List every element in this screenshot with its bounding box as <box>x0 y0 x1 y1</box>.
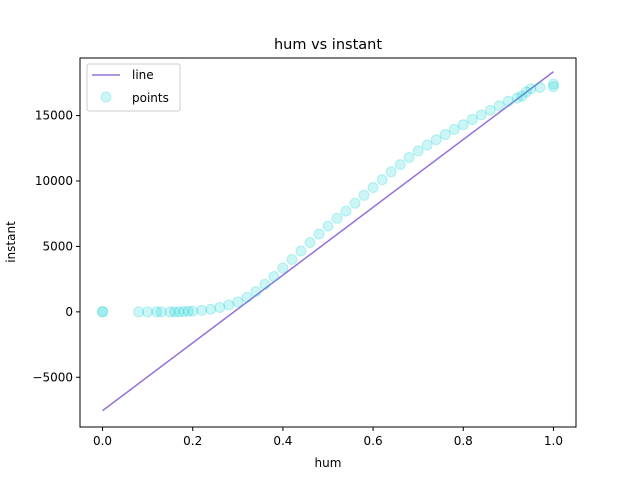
scatter-point <box>367 182 379 194</box>
scatter-point <box>223 299 235 311</box>
scatter-point <box>331 212 343 224</box>
scatter-point <box>250 286 262 298</box>
scatter-point <box>394 159 406 171</box>
y-tick-label: 5000 <box>42 239 73 253</box>
scatter-point <box>430 134 442 146</box>
legend-label-line: line <box>132 68 154 82</box>
scatter-point <box>178 306 190 318</box>
scatter-point <box>412 145 424 157</box>
scatter-point <box>475 109 487 121</box>
scatter-point <box>376 174 388 186</box>
y-tick-label: −5000 <box>32 370 73 384</box>
scatter-point <box>511 92 523 104</box>
scatter-point <box>205 303 217 315</box>
legend-label-points: points <box>132 91 169 105</box>
y-tick-label: 10000 <box>35 174 73 188</box>
scatter-point <box>520 86 532 98</box>
scatter-point <box>466 114 478 125</box>
scatter-point <box>277 262 289 274</box>
scatter-point <box>169 306 181 318</box>
legend: line points <box>86 63 181 112</box>
scatter-point <box>241 291 253 303</box>
legend-points-swatch <box>100 91 112 103</box>
axes-frame <box>79 57 577 428</box>
scatter-point <box>403 151 415 163</box>
y-axis-title: instant <box>4 221 18 263</box>
x-tick-label: 0.4 <box>273 434 292 448</box>
scatter-point <box>457 119 469 131</box>
scatter-point <box>97 306 109 318</box>
x-tick-label: 0.6 <box>364 434 383 448</box>
scatter-point <box>97 305 109 317</box>
chart-title: hum vs instant <box>274 37 382 53</box>
scatter-point <box>232 296 244 308</box>
scatter-point <box>133 306 145 318</box>
x-tick-label: 0.2 <box>183 434 202 448</box>
scatter-point <box>349 197 361 209</box>
scatter-point <box>484 104 496 116</box>
plot-area <box>97 71 559 412</box>
scatter-point <box>547 81 559 93</box>
scatter-point <box>525 83 537 95</box>
scatter-point <box>155 306 167 318</box>
scatter-point <box>268 271 280 283</box>
scatter-point <box>164 306 176 318</box>
regression-line <box>102 71 554 412</box>
scatter-point <box>142 306 154 318</box>
scatter-point <box>173 306 185 318</box>
y-axis-ticks: −5000 0 5000 10000 15000 <box>32 109 80 384</box>
scatter-point <box>516 90 528 102</box>
scatter-point <box>182 305 194 317</box>
scatter-point <box>340 205 352 217</box>
x-axis-title: hum <box>315 456 342 470</box>
scatter-point <box>385 166 397 178</box>
x-tick-label: 1.0 <box>544 434 563 448</box>
y-tick-label: 15000 <box>35 109 73 123</box>
scatter-point <box>358 189 370 201</box>
scatter-point <box>493 100 505 112</box>
scatter-point <box>313 228 325 240</box>
y-tick-label: 0 <box>65 305 73 319</box>
scatter-point <box>214 302 226 314</box>
x-tick-label: 0.0 <box>93 434 112 448</box>
scatter-point <box>187 305 199 317</box>
scatter-point <box>259 278 271 290</box>
scatter-point <box>439 129 451 141</box>
x-tick-label: 0.8 <box>454 434 473 448</box>
scatter-point <box>196 304 208 316</box>
scatter-point <box>421 139 433 151</box>
scatter-point <box>322 220 334 232</box>
scatter-point <box>502 95 514 107</box>
scatter-point <box>286 254 298 266</box>
scatter-point <box>295 245 307 257</box>
scatter-point <box>547 78 559 90</box>
scatter-point <box>151 306 163 318</box>
x-axis-ticks: 0.0 0.2 0.4 0.6 0.8 1.0 <box>93 427 563 448</box>
scatter-point <box>534 81 546 93</box>
scatter-point <box>448 123 460 135</box>
scatter-point <box>304 237 316 248</box>
